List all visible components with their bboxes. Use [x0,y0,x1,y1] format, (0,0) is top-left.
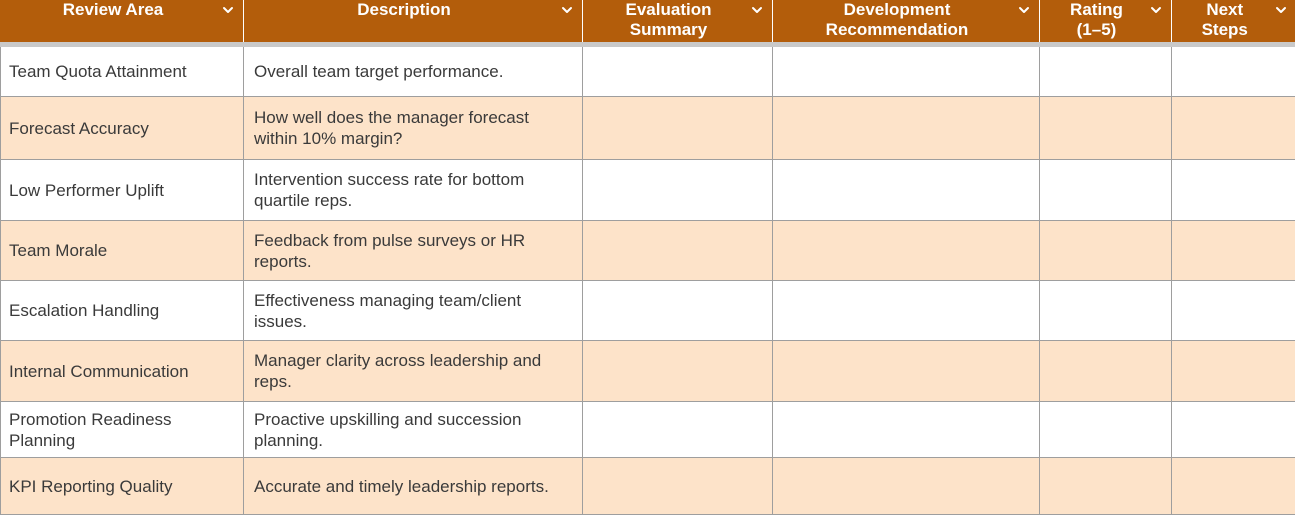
header-row: Review Area Description Evaluation Summa… [0,0,1295,47]
next-steps-cell[interactable] [1171,159,1295,221]
table-row: Internal Communication Manager clarity a… [0,340,1295,402]
table-row: KPI Reporting Quality Accurate and timel… [0,457,1295,515]
description-cell[interactable]: Accurate and timely leadership reports. [243,457,583,515]
evaluation-summary-cell[interactable] [582,96,773,160]
development-recommendation-cell[interactable] [772,96,1040,160]
column-header-evaluation-summary[interactable]: Evaluation Summary [582,0,773,47]
description-cell[interactable]: Overall team target performance. [243,44,583,97]
next-steps-cell[interactable] [1171,44,1295,97]
description-cell[interactable]: Feedback from pulse surveys or HR report… [243,220,583,281]
review-area-cell[interactable]: KPI Reporting Quality [0,457,244,515]
table-row: Low Performer Uplift Intervention succes… [0,159,1295,221]
rating-cell[interactable] [1039,159,1172,221]
development-recommendation-cell[interactable] [772,159,1040,221]
evaluation-summary-cell[interactable] [582,340,773,402]
chevron-down-icon[interactable] [1149,3,1163,17]
development-recommendation-cell[interactable] [772,220,1040,281]
column-header-label: Next Steps [1201,0,1248,39]
column-header-label: Description [357,0,451,19]
next-steps-cell[interactable] [1171,457,1295,515]
review-area-cell[interactable]: Internal Communication [0,340,244,402]
next-steps-cell[interactable] [1171,220,1295,281]
development-recommendation-cell[interactable] [772,44,1040,97]
review-area-cell[interactable]: Team Quota Attainment [0,44,244,97]
chevron-down-icon[interactable] [750,3,764,17]
evaluation-summary-cell[interactable] [582,44,773,97]
column-header-label: Review Area [62,0,164,19]
column-header-review-area[interactable]: Review Area [0,0,244,47]
review-area-cell[interactable]: Escalation Handling [0,280,244,341]
description-cell[interactable]: How well does the manager forecast withi… [243,96,583,160]
review-area-cell[interactable]: Team Morale [0,220,244,281]
description-cell[interactable]: Intervention success rate for bottom qua… [243,159,583,221]
development-recommendation-cell[interactable] [772,457,1040,515]
table-row: Promotion Readiness Planning Proactive u… [0,401,1295,458]
description-cell[interactable]: Effectiveness managing team/client issue… [243,280,583,341]
development-recommendation-cell[interactable] [772,340,1040,402]
next-steps-cell[interactable] [1171,340,1295,402]
rating-cell[interactable] [1039,340,1172,402]
description-cell[interactable]: Manager clarity across leadership and re… [243,340,583,402]
column-header-label: Evaluation Summary [625,0,712,39]
rating-cell[interactable] [1039,220,1172,281]
next-steps-cell[interactable] [1171,401,1295,458]
next-steps-cell[interactable] [1171,280,1295,341]
chevron-down-icon[interactable] [1274,3,1288,17]
review-area-cell[interactable]: Promotion Readiness Planning [0,401,244,458]
evaluation-summary-cell[interactable] [582,280,773,341]
chevron-down-icon[interactable] [221,3,235,17]
table-body: Team Quota Attainment Overall team targe… [0,44,1295,515]
column-header-development-recommendation[interactable]: Development Recommendation [772,0,1040,47]
rating-cell[interactable] [1039,457,1172,515]
table-row: Escalation Handling Effectiveness managi… [0,280,1295,341]
review-area-cell[interactable]: Forecast Accuracy [0,96,244,160]
evaluation-summary-cell[interactable] [582,220,773,281]
description-cell[interactable]: Proactive upskilling and succession plan… [243,401,583,458]
column-header-label: Development Recommendation [825,0,969,39]
rating-cell[interactable] [1039,96,1172,160]
column-header-rating[interactable]: Rating (1–5) [1039,0,1172,47]
evaluation-summary-cell[interactable] [582,401,773,458]
rating-cell[interactable] [1039,401,1172,458]
development-recommendation-cell[interactable] [772,280,1040,341]
table-row: Forecast Accuracy How well does the mana… [0,96,1295,160]
rating-cell[interactable] [1039,280,1172,341]
column-header-description[interactable]: Description [243,0,583,47]
table-header: Review Area Description Evaluation Summa… [0,0,1295,47]
review-area-cell[interactable]: Low Performer Uplift [0,159,244,221]
chevron-down-icon[interactable] [560,3,574,17]
column-header-next-steps[interactable]: Next Steps [1171,0,1295,47]
column-header-label: Rating (1–5) [1070,0,1123,39]
next-steps-cell[interactable] [1171,96,1295,160]
chevron-down-icon[interactable] [1017,3,1031,17]
table-row: Team Morale Feedback from pulse surveys … [0,220,1295,281]
development-recommendation-cell[interactable] [772,401,1040,458]
rating-cell[interactable] [1039,44,1172,97]
evaluation-summary-cell[interactable] [582,457,773,515]
evaluation-summary-cell[interactable] [582,159,773,221]
table-row: Team Quota Attainment Overall team targe… [0,44,1295,97]
